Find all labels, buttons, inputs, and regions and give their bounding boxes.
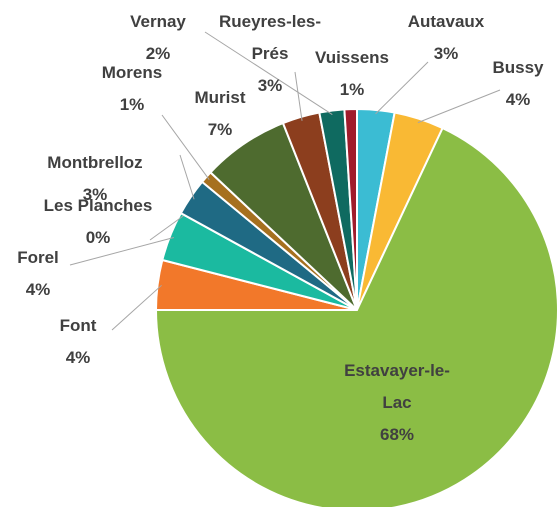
pie-slice — [343, 107, 358, 311]
leader-line — [149, 214, 185, 241]
value-label: 4% — [25, 280, 51, 299]
value-label: 3% — [82, 185, 108, 204]
slice-label: Autavaux 3% — [396, 6, 496, 70]
pie-slice — [154, 126, 558, 507]
leader-line — [294, 71, 303, 121]
category-label: Vernay — [130, 12, 186, 31]
value-label: 7% — [207, 120, 233, 139]
value-label: 0% — [85, 228, 111, 247]
category-label: Rueyres-les-Prés — [218, 12, 322, 63]
category-label: Estavayer-le-Lac — [344, 361, 450, 412]
leader-line — [204, 31, 333, 115]
leader-line — [161, 114, 210, 181]
category-label: Forel — [17, 248, 59, 267]
slice-label: Bussy 4% — [483, 52, 553, 116]
category-label: Morens — [101, 63, 163, 82]
slice-label: Les Planches 0% — [23, 190, 173, 254]
slice-label: Murist 7% — [185, 82, 255, 146]
slice-label: Rueyres-les-Prés 3% — [205, 6, 335, 102]
slice-label: Morens 1% — [87, 57, 177, 121]
value-label: 1% — [339, 80, 365, 99]
leader-line — [417, 89, 501, 124]
slice-label: Forel 4% — [8, 242, 68, 306]
category-label: Vuissens — [314, 48, 390, 67]
value-label: 3% — [257, 76, 283, 95]
slice-label: Vernay 2% — [118, 6, 198, 70]
value-label: 68% — [379, 425, 415, 444]
slice-label: Montbrelloz 3% — [30, 147, 160, 211]
leader-line — [69, 236, 174, 266]
leader-line — [179, 154, 195, 200]
value-label: 4% — [505, 90, 531, 109]
slice-label: Vuissens 1% — [307, 42, 397, 106]
category-label: Autavaux — [407, 12, 485, 31]
slice-label: Estavayer-le-Lac 68% — [342, 355, 452, 451]
leader-line — [375, 61, 429, 115]
category-label: Murist — [194, 88, 246, 107]
value-label: 4% — [65, 348, 91, 367]
slice-label: Font 4% — [48, 310, 108, 374]
category-label: Bussy — [492, 58, 544, 77]
category-label: Les Planches — [43, 196, 153, 215]
value-label: 1% — [119, 95, 145, 114]
category-label: Montbrelloz — [47, 153, 143, 172]
value-label: 2% — [145, 44, 171, 63]
category-label: Font — [59, 316, 97, 335]
value-label: 3% — [433, 44, 459, 63]
leader-line — [111, 284, 162, 331]
